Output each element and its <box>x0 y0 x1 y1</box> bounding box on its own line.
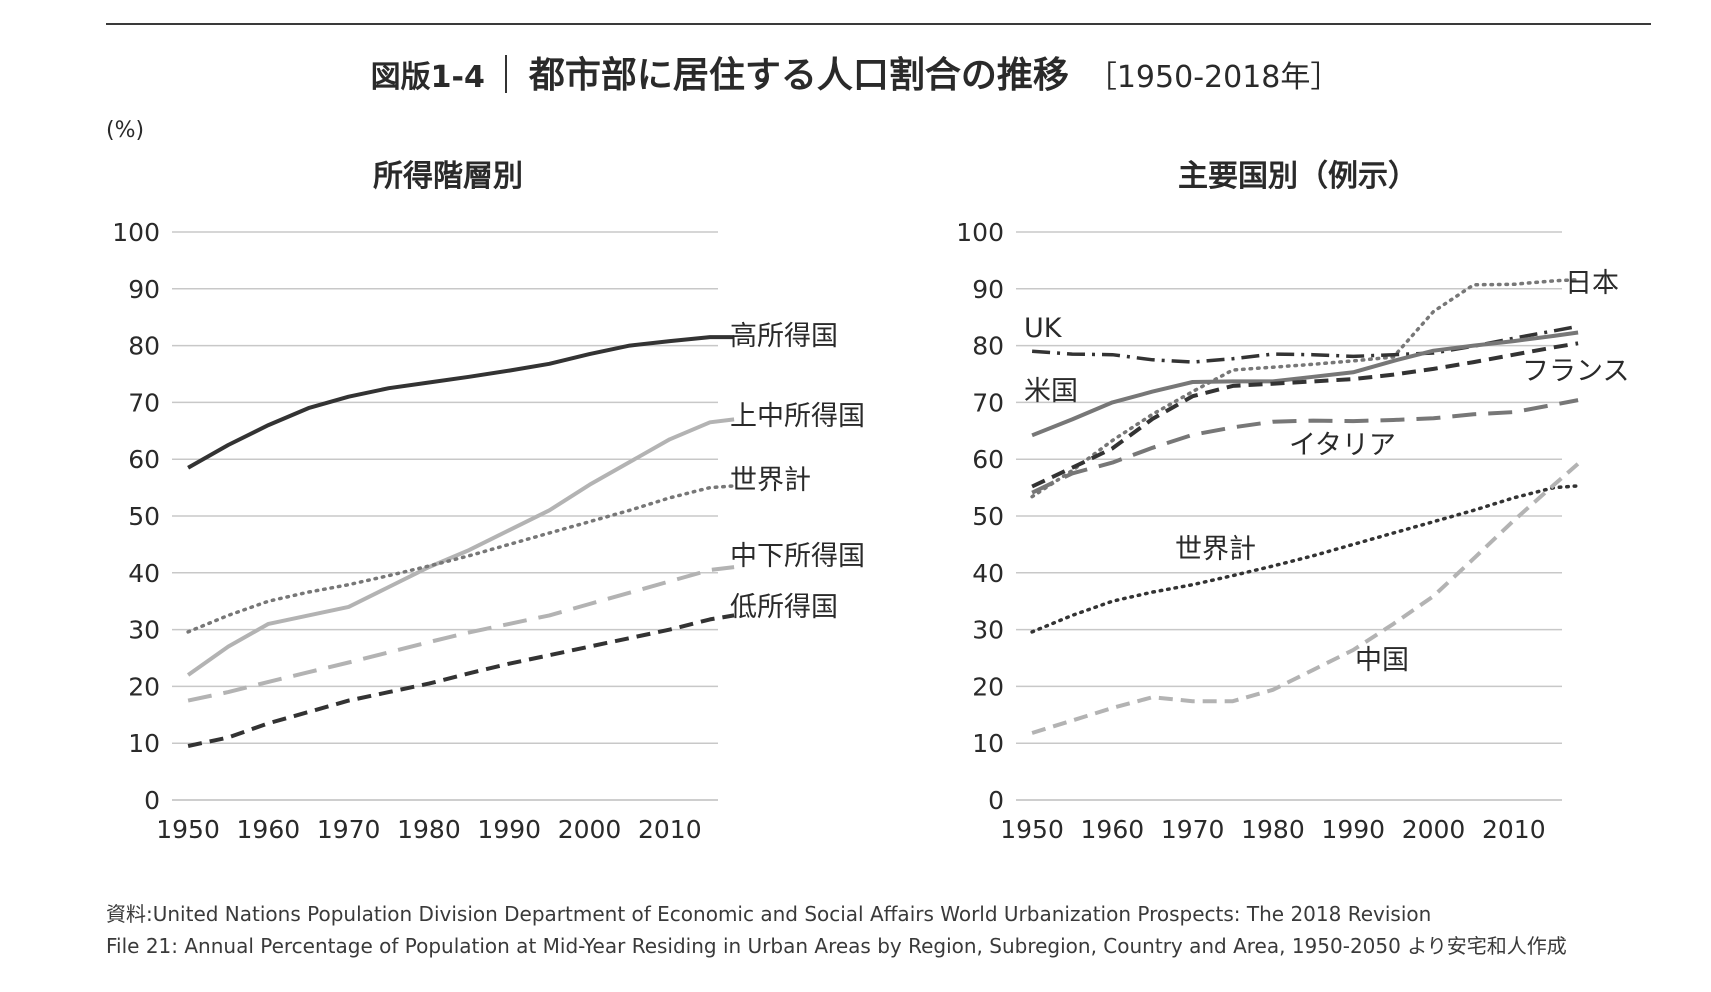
chart2-xtick-2010: 2010 <box>1482 815 1546 844</box>
source-line-1: 資料:United Nations Population Division De… <box>106 902 1432 926</box>
chart2-ytick-40: 40 <box>972 559 1004 588</box>
chart1-ytick-80: 80 <box>128 332 160 361</box>
chart2-series-4 <box>1031 341 1579 489</box>
chart1-series-label-2: 上中所得国 <box>730 401 865 432</box>
chart1-series-2 <box>186 417 735 677</box>
chart1-series-label-4: 中下所得国 <box>730 541 865 572</box>
figure-title-text: 都市部に居住する人口割合の推移 <box>528 55 1069 96</box>
chart1-ytick-100: 100 <box>112 218 160 247</box>
chart2-ytick-0: 0 <box>988 786 1004 815</box>
chart1-xtick-1980: 1980 <box>397 815 461 844</box>
chart1-series-3 <box>186 484 736 634</box>
chart2-ytick-30: 30 <box>972 616 1004 645</box>
chart2-ytick-60: 60 <box>972 445 1004 474</box>
chart2-ytick-70: 70 <box>972 388 1004 417</box>
chart2-xtick-1960: 1960 <box>1081 815 1145 844</box>
chart2-xtick-1980: 1980 <box>1241 815 1305 844</box>
chart2-ytick-90: 90 <box>972 275 1004 304</box>
chart1-ytick-0: 0 <box>144 786 160 815</box>
chart2-series-5 <box>1031 398 1579 495</box>
chart1-ytick-70: 70 <box>128 388 160 417</box>
unit-label: (%) <box>106 118 145 143</box>
chart1-ytick-20: 20 <box>128 672 160 701</box>
chart1-xtick-1970: 1970 <box>317 815 381 844</box>
chart2-series-3 <box>1031 330 1579 438</box>
chart2-series-label-2: UK <box>1024 313 1063 344</box>
chart2-xtick-1970: 1970 <box>1161 815 1225 844</box>
chart2-ytick-10: 10 <box>972 729 1004 758</box>
chart2-ytick-80: 80 <box>972 332 1004 361</box>
chart2-xtick-1950: 1950 <box>1000 815 1064 844</box>
chart2-series-label-7: 中国 <box>1355 645 1409 676</box>
chart2-series-label-6: 世界計 <box>1175 534 1256 565</box>
chart2-series-label-1: 日本 <box>1565 268 1619 299</box>
chart2-ytick-20: 20 <box>972 672 1004 701</box>
chart1-xtick-2000: 2000 <box>558 815 622 844</box>
chart1-series-label-5: 低所得国 <box>730 592 838 623</box>
chart1-series-1 <box>187 335 735 470</box>
chart2-xtick-1990: 1990 <box>1321 815 1385 844</box>
chart2-series-label-5: イタリア <box>1289 430 1396 461</box>
chart2-series-1 <box>1030 277 1580 499</box>
chart1-series-label-3: 世界計 <box>730 465 811 496</box>
chart2-series-label-3: 米国 <box>1024 376 1078 407</box>
title-separator <box>504 55 507 93</box>
figure-years: ［1950-2018年］ <box>1086 60 1341 95</box>
chart1-series-4 <box>187 565 735 703</box>
chart2-xtick-2000: 2000 <box>1402 815 1466 844</box>
source-line-2: File 21: Annual Percentage of Population… <box>106 934 1567 958</box>
chart1-ytick-10: 10 <box>128 729 160 758</box>
chart1-xtick-1960: 1960 <box>237 815 301 844</box>
chart1-ytick-90: 90 <box>128 275 160 304</box>
source-note: 資料:United Nations Population Division De… <box>106 898 1567 962</box>
chart2-ytick-100: 100 <box>956 218 1004 247</box>
chart1-ytick-40: 40 <box>128 559 160 588</box>
chart1-xtick-1950: 1950 <box>156 815 220 844</box>
chart2-series-6 <box>1030 484 1580 634</box>
chart1-ytick-60: 60 <box>128 445 160 474</box>
chart1-series-5 <box>187 613 735 748</box>
chart1-title: 所得階層別 <box>373 159 523 194</box>
chart2-series-7 <box>1031 462 1580 735</box>
top-rule <box>106 23 1651 25</box>
figure-label: 図版1-4 <box>370 60 485 95</box>
figure-title: 図版1-4 都市部に居住する人口割合の推移 ［1950-2018年］ <box>0 46 1711 98</box>
chart1-ytick-50: 50 <box>128 502 160 531</box>
chart2-title: 主要国別（例示） <box>1178 159 1418 194</box>
chart1-xtick-1990: 1990 <box>477 815 541 844</box>
chart1-xtick-2010: 2010 <box>638 815 702 844</box>
chart2-series-label-4: フランス <box>1522 356 1629 387</box>
chart2-ytick-50: 50 <box>972 502 1004 531</box>
chart1-ytick-30: 30 <box>128 616 160 645</box>
chart1-series-label-1: 高所得国 <box>730 321 838 352</box>
